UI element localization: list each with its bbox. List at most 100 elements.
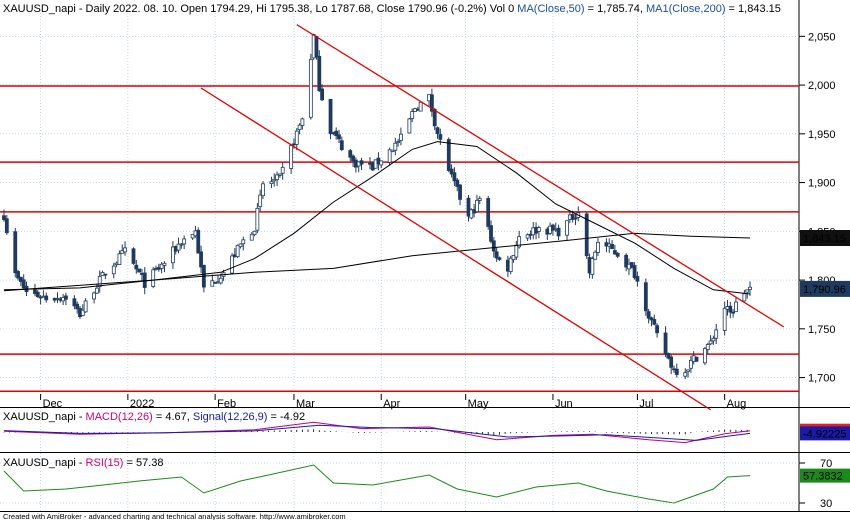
candle-body: [615, 252, 620, 257]
candle-body: [258, 194, 263, 207]
candle-body: [517, 236, 522, 248]
candle-body: [399, 133, 403, 141]
candle-body: [632, 265, 637, 279]
candle-body: [162, 262, 167, 266]
x-tick-label: Aug: [727, 398, 747, 410]
candle-body: [624, 254, 629, 268]
candle-body: [97, 276, 102, 288]
candle-body: [275, 174, 279, 180]
candle-body: [379, 160, 384, 166]
candle-body: [477, 198, 482, 201]
candle-body: [252, 230, 257, 236]
candle-body: [151, 269, 156, 287]
candle-body: [494, 251, 499, 259]
candle-body: [396, 141, 401, 143]
x-tick-label: Apr: [383, 398, 400, 410]
channel-line: [200, 87, 711, 411]
candle-body: [536, 227, 541, 232]
trend-channel: [200, 24, 785, 411]
candle-body: [497, 257, 502, 260]
candle-body: [466, 197, 471, 217]
candle-body: [584, 213, 589, 257]
candle-body: [18, 276, 23, 282]
value-tag-label: 1,790.96: [803, 284, 846, 296]
candle-body: [35, 291, 40, 298]
candle-body: [674, 368, 679, 375]
candle-body: [320, 88, 325, 101]
x-axis-ticks: Dec 2022 Feb Mar Apr May Jun Jul Aug: [40, 394, 747, 410]
candle-body: [475, 199, 479, 213]
candle-body: [317, 55, 322, 92]
x-tick-label: 2022: [130, 398, 154, 410]
candle-body: [556, 227, 561, 237]
macd-header: XAUUSD_napi - MACD(12,26) = 4.67, Signal…: [3, 411, 305, 423]
candle-body: [72, 298, 77, 307]
x-tick-label: Mar: [296, 398, 315, 410]
candle-body: [734, 301, 738, 313]
rsi-axis-ticks: 70 30: [0, 458, 832, 510]
candle-body: [348, 150, 353, 158]
macd-tag-box: [800, 426, 850, 441]
candle-body: [610, 243, 614, 250]
candle-body: [694, 356, 699, 362]
x-gridlines: [40, 10, 726, 511]
candle-body: [525, 234, 530, 239]
candle-body: [123, 247, 127, 253]
rsi-value-tag: 57.3832: [800, 468, 850, 483]
candle-body: [137, 268, 142, 273]
candle-body: [612, 250, 617, 255]
candle-body: [551, 224, 555, 231]
candle-body: [94, 287, 99, 294]
candle-body: [272, 178, 277, 182]
rsi-tick-label: 30: [820, 498, 832, 510]
y-tick-label: 2,000: [808, 80, 836, 92]
candle-body: [261, 183, 265, 197]
candle-body: [75, 303, 80, 310]
macd-value-tags: 4.66922-4.92225: [800, 423, 850, 441]
x-tick-label: Jun: [555, 398, 573, 410]
candle-body: [573, 217, 578, 220]
y-tick-label: 1,950: [808, 129, 836, 141]
value-tag-label: 1,843.15: [803, 233, 846, 245]
candle-body: [300, 118, 305, 126]
candle-body: [64, 295, 68, 300]
candle-body: [289, 145, 294, 169]
candle-body: [635, 276, 640, 282]
candle-body: [728, 305, 733, 313]
candle-body: [469, 209, 474, 219]
candle-body: [748, 286, 752, 291]
candle-body: [4, 218, 9, 234]
candle-body: [199, 251, 203, 268]
y-tick-label: 1,750: [808, 324, 836, 336]
candle-body: [308, 59, 313, 118]
candle-body: [703, 348, 707, 364]
candle-body: [742, 293, 747, 302]
candle-body: [570, 214, 575, 220]
rsi-tag-label: 57.3832: [803, 471, 843, 483]
candle-body: [80, 309, 85, 316]
candle-body: [337, 134, 341, 140]
candle-body: [277, 173, 282, 176]
candle-body: [686, 369, 690, 372]
candle-body: [238, 243, 243, 248]
y-tick-label: 1,900: [808, 178, 836, 190]
candle-body: [508, 257, 513, 272]
candle-body: [486, 198, 491, 227]
value-tag-box: [800, 230, 850, 247]
ma50-line: [3, 141, 751, 295]
candle-body: [629, 262, 634, 268]
x-tick-label: Dec: [43, 398, 63, 410]
candle-body: [688, 360, 693, 369]
candle-body: [731, 311, 736, 314]
candle-body: [21, 279, 26, 289]
candle-body: [387, 149, 392, 163]
signal-line: [3, 424, 751, 441]
candle-body: [255, 207, 260, 231]
candle-body: [117, 253, 122, 266]
candle-body: [314, 36, 319, 58]
candle-body: [643, 282, 648, 312]
candle-body: [663, 332, 668, 355]
candle-body: [418, 101, 423, 112]
